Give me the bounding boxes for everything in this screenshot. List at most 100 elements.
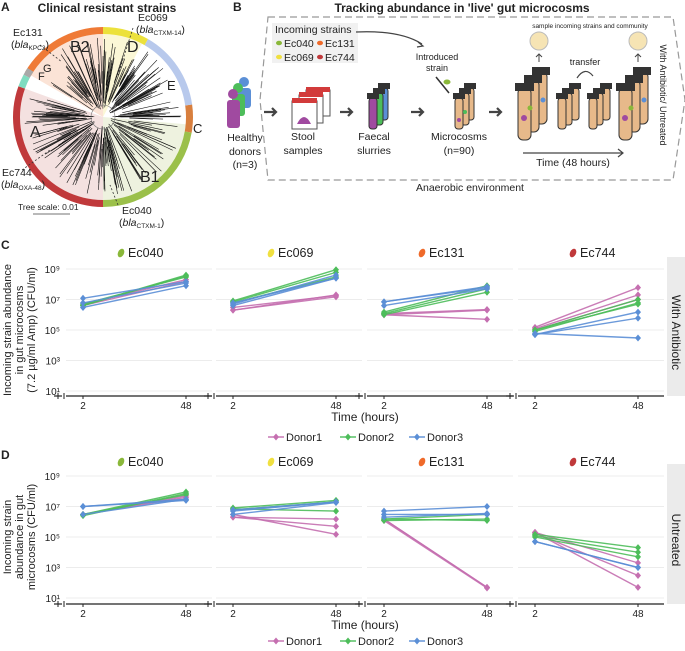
svg-text:Healthy: Healthy — [227, 132, 263, 144]
svg-text:Ec040: Ec040 — [122, 205, 152, 217]
svg-text:(blaCTXM-1): (blaCTXM-1) — [119, 217, 164, 230]
svg-text:Stool: Stool — [291, 131, 315, 143]
data-point-donor1 — [635, 584, 641, 591]
strain-bacterium-icon — [417, 248, 426, 259]
phylogenetic-tree — [13, 27, 193, 207]
panel-letter-d: D — [1, 448, 10, 462]
data-point-donor2 — [635, 301, 641, 308]
data-point-donor3 — [532, 538, 538, 545]
x-tick-label: 2 — [532, 609, 538, 620]
facet-title: Ec069 — [278, 455, 313, 469]
clade-ring-c — [185, 104, 193, 132]
series-line-donor3 — [83, 282, 186, 299]
legend-label: Donor2 — [358, 432, 394, 444]
arrow-right-icon — [489, 108, 501, 116]
y-axis-label: (7.2 µg/ml Amp) (CFU/ml) — [26, 267, 38, 393]
facet-title: Ec744 — [580, 246, 615, 260]
y-tick-label: 10⁹ — [45, 265, 60, 276]
series-line-donor2 — [83, 276, 186, 306]
stool-samples-icon — [292, 87, 330, 129]
legend-item-donor3: Donor3 — [409, 636, 463, 646]
facet-ec744: Ec744 2 48 — [506, 246, 664, 412]
strain-bacterium-icon — [417, 457, 426, 468]
svg-text:Faecal: Faecal — [358, 131, 390, 143]
panel-b-title: Tracking abundance in 'live' gut microco… — [334, 1, 589, 15]
data-point-donor3 — [635, 334, 641, 341]
x-tick-label: 48 — [180, 609, 192, 620]
x-tick-label: 48 — [180, 401, 192, 412]
svg-text:Incoming strains: Incoming strains — [275, 24, 351, 36]
x-tick-label: 48 — [632, 401, 644, 412]
microcosm-tubes-start — [515, 67, 550, 140]
x-axis-label: Time (hours) — [331, 618, 399, 632]
svg-text:Time (48 hours): Time (48 hours) — [536, 157, 610, 169]
svg-text:(blaKPC2): (blaKPC2) — [11, 39, 49, 52]
svg-text:Ec744: Ec744 — [325, 52, 355, 64]
time-arrow-icon — [523, 149, 623, 157]
y-tick-label: 10³ — [46, 357, 61, 368]
svg-text:(blaCTXM-14): (blaCTXM-14) — [136, 24, 185, 37]
data-point-donor2 — [635, 553, 641, 560]
series-line-donor1 — [384, 315, 487, 320]
y-tick-label: 10⁹ — [45, 472, 60, 483]
clade-label-b2: B2 — [70, 39, 90, 56]
data-point-donor1 — [484, 584, 490, 591]
svg-text:Ec069: Ec069 — [284, 52, 314, 64]
svg-text:transfer: transfer — [570, 57, 601, 67]
curved-arrow-icon — [356, 32, 422, 44]
data-point-donor1 — [635, 284, 641, 291]
data-point-donor3 — [484, 510, 490, 517]
y-axis-label: in gut microcosms — [14, 285, 26, 374]
strain-bacterium-icon — [568, 457, 577, 468]
svg-text:Ec131: Ec131 — [325, 38, 355, 50]
x-tick-label: 2 — [80, 609, 86, 620]
strain-bacterium-icon — [568, 248, 577, 259]
legend-label: Donor2 — [358, 636, 394, 646]
arrow-right-icon — [340, 108, 352, 116]
legend-item-donor2: Donor2 — [340, 432, 394, 444]
legend-item-donor1: Donor1 — [268, 432, 322, 444]
data-point-donor3 — [484, 503, 490, 510]
svg-text:(blaOXA-48): (blaOXA-48) — [1, 179, 45, 192]
microcosms-icon — [453, 83, 476, 129]
svg-text:Ec744: Ec744 — [2, 167, 32, 179]
svg-text:Ec069: Ec069 — [138, 12, 168, 24]
ec040-bacterium-icon — [276, 41, 282, 46]
svg-text:strain: strain — [426, 63, 448, 73]
svg-text:donors: donors — [229, 146, 261, 158]
x-tick-label: 2 — [532, 401, 538, 412]
y-tick-label: 10⁷ — [45, 296, 60, 307]
clade-label-e: E — [167, 78, 176, 93]
clade-label-a: A — [30, 124, 41, 141]
condition-label: Untreated — [669, 514, 683, 567]
data-point-donor1 — [635, 572, 641, 579]
facet-title: Ec069 — [278, 246, 313, 260]
data-point-donor3 — [80, 503, 86, 510]
svg-text:Microcosms: Microcosms — [431, 131, 487, 143]
legend-marker — [273, 434, 279, 441]
tree-scale-label: Tree scale: 0.01 — [18, 202, 79, 212]
legend-marker — [345, 638, 351, 645]
microcosm-tubes-end — [616, 67, 651, 140]
introduced-strain-icon — [444, 80, 451, 85]
condition-label: With Antibiotic/ Untreated — [658, 44, 668, 145]
panel-letter-c: C — [1, 238, 10, 252]
y-tick-label: 10⁵ — [45, 533, 60, 544]
data-point-donor1 — [484, 316, 490, 323]
strain-bacterium-icon — [266, 457, 275, 468]
environment-label: Anaerobic environment — [416, 182, 524, 194]
series-line-donor1 — [384, 519, 487, 587]
strain-bacterium-icon — [116, 457, 125, 468]
legend-marker — [273, 638, 279, 645]
svg-text:slurries: slurries — [357, 145, 391, 157]
x-tick-label: 48 — [481, 609, 493, 620]
series-line-donor3 — [535, 333, 638, 338]
strain-bacterium-icon — [266, 248, 275, 259]
